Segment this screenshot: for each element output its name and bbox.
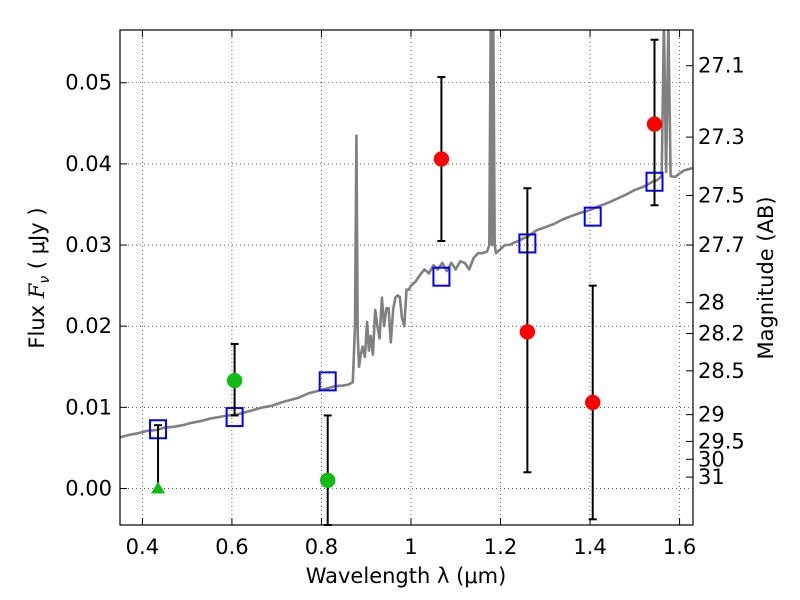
wfc3-data-point (519, 324, 536, 340)
y2-tick-label: 30 (698, 447, 725, 471)
acs-data-point (226, 372, 243, 389)
y2-axis-label: Magnitude (AB) (754, 196, 778, 359)
axis-ticks: 0.4 0.6 0.8 1 1.2 1.4 1.6 0.00 0.01 0.02 0.03 0.04 0… (65, 30, 745, 559)
plot-data (120, 30, 693, 439)
x-tick-label: 0.8 (305, 535, 338, 559)
wfc3-data-point (584, 394, 601, 411)
y2-tick-label: 28.2 (698, 321, 745, 345)
y2-tick-label: 27.1 (698, 54, 745, 78)
y-tick-label: 0.01 (65, 395, 112, 419)
upper-limit-triangle (151, 481, 166, 494)
plot-frame (119, 29, 694, 526)
x-tick-label: 0.6 (215, 535, 248, 559)
y-tick-label: 0.03 (65, 233, 112, 257)
y-tick-label: 0.04 (65, 152, 112, 176)
model-photometry-square (318, 371, 337, 392)
grid (120, 30, 693, 525)
y2-tick-label: 29.5 (698, 429, 745, 453)
y-axis-label-prefix: Flux (25, 298, 49, 348)
x-tick-label: 0.4 (126, 535, 159, 559)
x-axis-label: Wavelength λ (μm) (306, 564, 507, 588)
y-axis-label: Flux Fν ( μJy ) (25, 207, 53, 348)
y2-tick-label: 29 (698, 403, 725, 427)
y2-tick-label: 27.5 (698, 184, 745, 208)
y-axis-label-suffix: ( μJy ) (25, 207, 49, 275)
y-tick-label: 0.02 (65, 314, 112, 338)
plot-markers (149, 38, 664, 526)
model-spectrum-line (120, 30, 693, 439)
x-tick-label: 1 (404, 535, 417, 559)
y2-tick-label: 27.7 (698, 233, 745, 257)
model-photometry-square (432, 266, 451, 287)
y-tick-label: 0.00 (65, 476, 112, 500)
y2-tick-label: 28 (698, 291, 725, 315)
x-tick-label: 1.2 (484, 535, 517, 559)
y-axis-label-subscript: ν (37, 276, 53, 284)
model-photometry-square (583, 206, 602, 227)
y-axis-label-symbol: F (25, 282, 49, 299)
acs-data-point (319, 472, 336, 489)
wfc3-data-point (646, 116, 663, 132)
y2-tick-label: 31 (698, 465, 725, 489)
x-tick-label: 1.6 (663, 535, 696, 559)
y2-tick-label: 27.3 (698, 125, 745, 149)
plot-area (120, 30, 693, 525)
x-tick-label: 1.4 (573, 535, 606, 559)
y-tick-label: 0.05 (65, 71, 112, 95)
wfc3-data-point (433, 151, 450, 167)
y2-tick-label: 28.5 (698, 359, 745, 383)
